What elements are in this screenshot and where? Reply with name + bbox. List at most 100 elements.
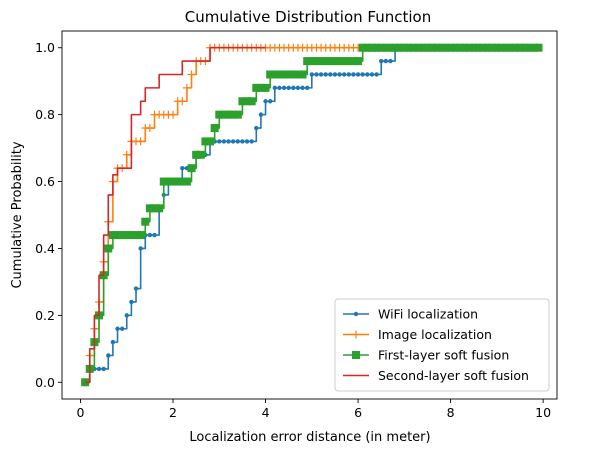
data-point xyxy=(169,177,178,186)
data-point xyxy=(409,43,418,52)
data-point xyxy=(249,139,254,144)
data-point xyxy=(215,110,224,119)
data-point xyxy=(497,43,506,52)
data-point xyxy=(428,43,437,52)
data-point xyxy=(115,326,120,331)
x-tick-label: 6 xyxy=(354,405,362,420)
x-tick-label: 2 xyxy=(169,405,177,420)
data-point xyxy=(326,57,335,66)
data-point xyxy=(281,85,287,91)
x-tick-label: 10 xyxy=(535,405,551,420)
data-point xyxy=(277,85,282,91)
data-point xyxy=(346,72,352,77)
data-point xyxy=(291,85,296,91)
data-point xyxy=(113,231,122,240)
data-point xyxy=(529,43,538,52)
data-point xyxy=(344,57,353,66)
data-point xyxy=(178,97,187,106)
data-point xyxy=(321,57,330,66)
y-tick-label: 1.0 xyxy=(35,40,55,55)
x-tick-label: 4 xyxy=(262,405,270,420)
data-point xyxy=(164,177,173,186)
data-point xyxy=(129,299,134,305)
axis-ticks: 0 2 4 6 8 10 0.0 0.2 0.4 0.6 0.8 1.0 xyxy=(35,40,551,420)
series-2 xyxy=(81,43,543,387)
legend-item: Second-layer soft fusion xyxy=(343,368,529,383)
data-point xyxy=(341,72,347,77)
data-point xyxy=(192,150,201,159)
data-point xyxy=(233,110,242,119)
data-point xyxy=(446,43,455,52)
data-point xyxy=(159,177,168,186)
legend-marker xyxy=(353,311,359,317)
data-point xyxy=(358,43,367,52)
data-point xyxy=(150,204,159,213)
data-point xyxy=(492,43,501,52)
data-point xyxy=(423,43,432,52)
data-point xyxy=(332,72,338,77)
data-point xyxy=(238,97,247,106)
data-point xyxy=(256,83,265,92)
data-point xyxy=(304,85,310,91)
data-point xyxy=(270,70,279,79)
data-point xyxy=(104,244,113,253)
x-tick-label: 0 xyxy=(77,405,85,420)
data-point xyxy=(400,43,409,52)
data-point xyxy=(226,139,231,144)
data-point xyxy=(451,43,460,52)
data-point xyxy=(182,177,191,186)
data-point xyxy=(525,43,534,52)
plot-area xyxy=(81,43,543,387)
data-point xyxy=(180,165,185,171)
data-point xyxy=(460,43,469,52)
data-point xyxy=(367,43,376,52)
data-point xyxy=(337,72,342,77)
data-point xyxy=(118,231,127,240)
data-point xyxy=(534,43,543,52)
chart-title: Cumulative Distribution Function xyxy=(185,8,431,26)
data-point xyxy=(230,139,236,144)
legend-item: Image localization xyxy=(343,327,492,342)
data-point xyxy=(229,110,238,119)
data-point xyxy=(465,43,474,52)
data-point xyxy=(307,57,316,66)
data-point xyxy=(388,58,393,64)
data-point xyxy=(365,72,370,77)
data-point xyxy=(258,112,264,117)
data-point xyxy=(219,110,228,119)
data-point xyxy=(110,339,116,345)
data-point xyxy=(328,72,333,77)
y-tick-label: 0.0 xyxy=(35,375,55,390)
data-point xyxy=(379,58,384,64)
data-point xyxy=(314,72,319,77)
data-point xyxy=(369,72,375,77)
data-point xyxy=(263,99,268,104)
data-point xyxy=(217,139,222,144)
data-point xyxy=(474,43,483,52)
legend-label: Image localization xyxy=(378,327,492,342)
data-point xyxy=(469,43,478,52)
series-3 xyxy=(85,46,266,384)
data-point xyxy=(206,137,215,146)
data-point xyxy=(145,124,154,133)
data-point xyxy=(132,231,141,240)
data-point xyxy=(300,85,305,91)
y-tick-label: 0.8 xyxy=(35,107,55,122)
data-point xyxy=(303,57,312,66)
data-point xyxy=(289,70,298,79)
data-point xyxy=(351,72,356,77)
data-point xyxy=(502,43,511,52)
data-point xyxy=(340,57,349,66)
data-point xyxy=(136,231,145,240)
data-point xyxy=(275,70,284,79)
legend-item: First-layer soft fusion xyxy=(343,348,509,363)
data-point xyxy=(318,72,324,77)
data-point xyxy=(284,70,293,79)
data-point xyxy=(254,125,259,131)
legend: WiFi localization Image localization First… xyxy=(334,298,550,392)
data-point xyxy=(247,97,256,106)
data-point xyxy=(169,110,178,119)
data-point xyxy=(298,70,307,79)
data-point xyxy=(280,70,289,79)
